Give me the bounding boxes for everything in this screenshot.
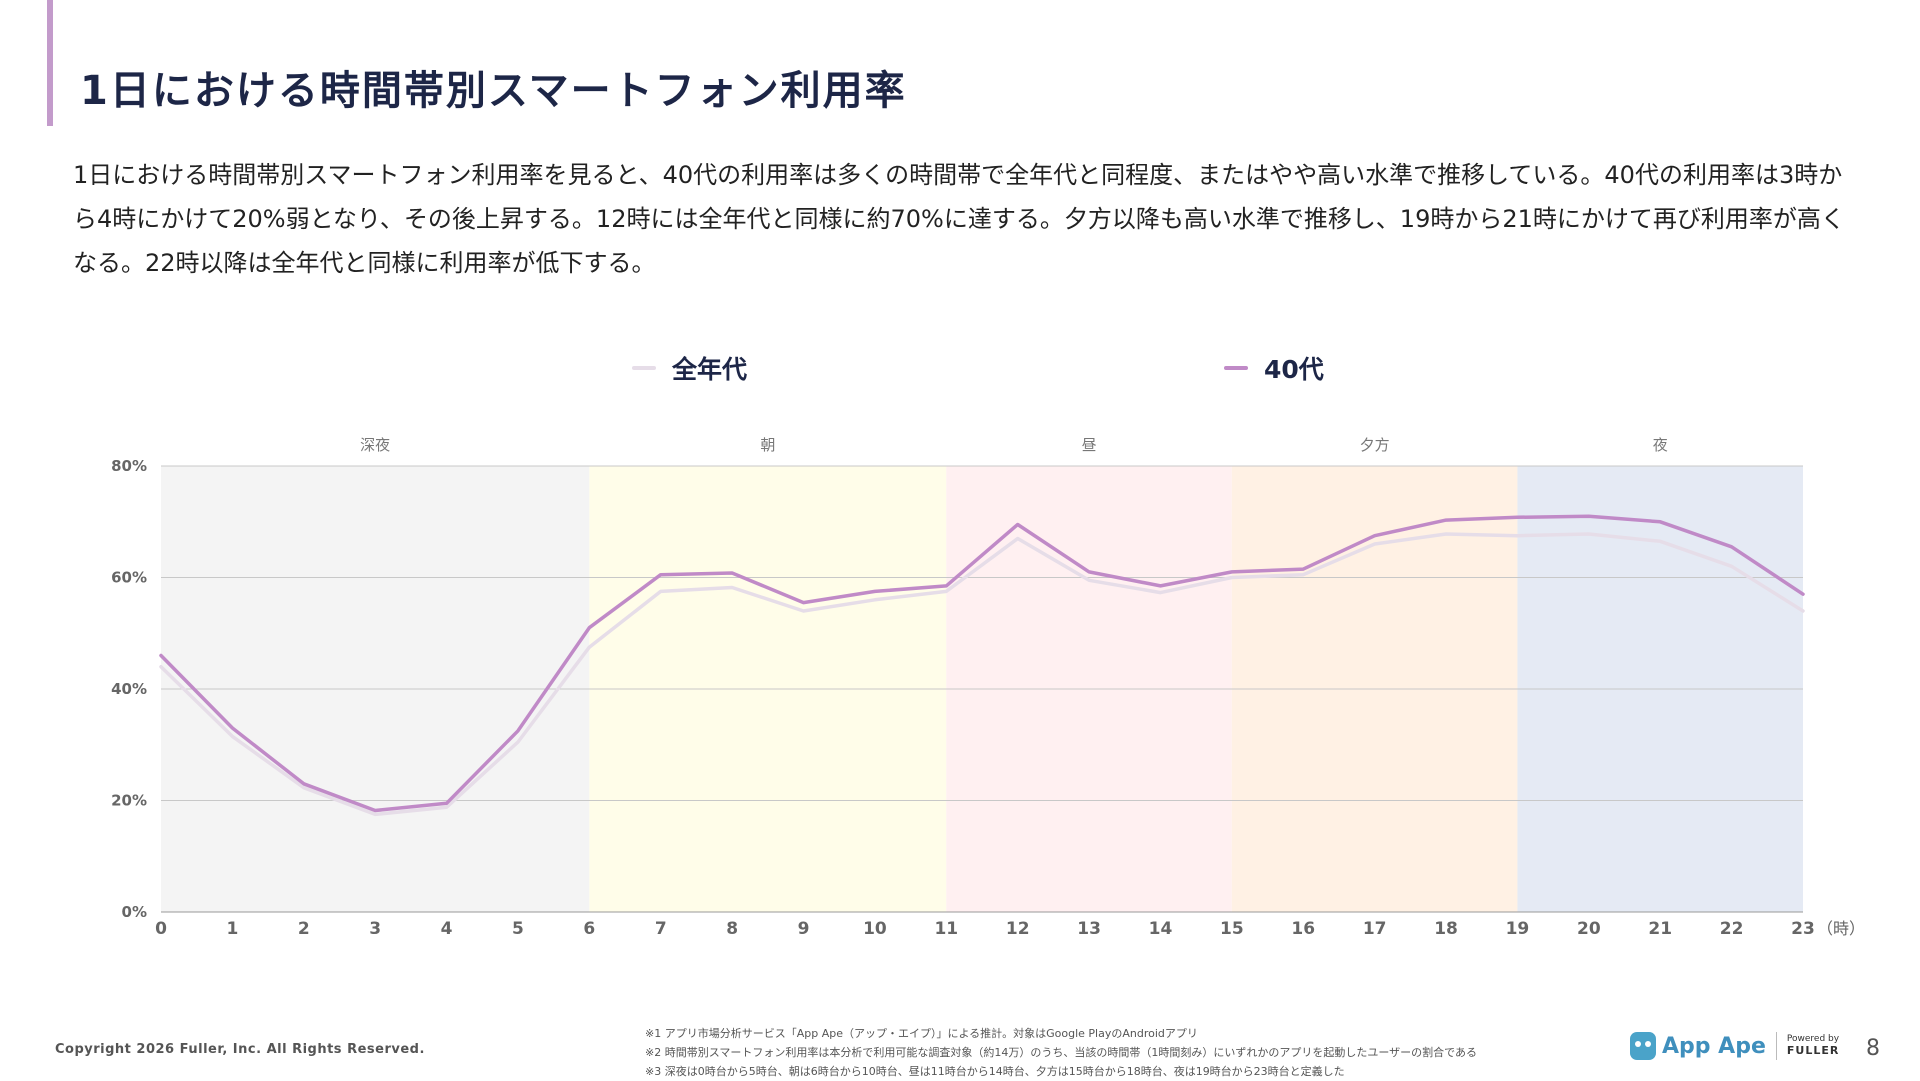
x-tick-label-5: 5 <box>512 919 524 939</box>
powered-by-label: Powered by <box>1786 1034 1840 1044</box>
x-tick-label-18: 18 <box>1434 919 1458 939</box>
x-tick-label-17: 17 <box>1363 919 1387 939</box>
time-band-label-1: 朝 <box>760 436 775 454</box>
x-tick-label-14: 14 <box>1149 919 1173 939</box>
footnote-3: ※3 深夜は0時台から5時台、朝は6時台から10時台、昼は11時台から14時台、… <box>645 1065 1345 1078</box>
summary-text: 1日における時間帯別スマートフォン利用率を見ると、40代の利用率は多くの時間帯で… <box>73 161 1845 277</box>
x-unit-label: （時） <box>1817 919 1865 938</box>
title-accent-bar <box>47 0 53 126</box>
y-tick-label-3: 60% <box>111 569 147 587</box>
x-tick-label-16: 16 <box>1291 919 1315 939</box>
x-tick-label-19: 19 <box>1506 919 1530 939</box>
time-band-label-3: 夕方 <box>1360 436 1390 454</box>
footnote-2: ※2 時間帯別スマートフォン利用率は本分析で利用可能な調査対象（約14万）のうち… <box>645 1046 1478 1059</box>
app-ape-logo: App Ape Powered by FULLER <box>1630 1032 1839 1060</box>
time-band-label-2: 昼 <box>1082 436 1097 454</box>
x-tick-label-4: 4 <box>441 919 453 939</box>
copyright: Copyright 2026 Fuller, Inc. All Rights R… <box>55 1042 425 1057</box>
ape-face-icon <box>1630 1032 1656 1060</box>
x-tick-label-10: 10 <box>863 919 887 939</box>
fuller-logo: Powered by FULLER <box>1787 1034 1839 1058</box>
x-tick-label-23: 23 <box>1791 919 1815 939</box>
legend-item-40s: 40代 <box>1224 350 1324 386</box>
x-tick-label-15: 15 <box>1220 919 1244 939</box>
legend-swatch-40s <box>1224 366 1248 370</box>
x-tick-label-2: 2 <box>298 919 310 939</box>
series-line-0 <box>159 532 1805 817</box>
x-tick-label-12: 12 <box>1006 919 1030 939</box>
fuller-label: FULLER <box>1786 1044 1840 1057</box>
y-tick-label-0: 0% <box>122 903 147 921</box>
x-tick-label-11: 11 <box>934 919 958 939</box>
page-title: 1日における時間帯別スマートフォン利用率 <box>80 68 907 114</box>
logo-separator <box>1775 1032 1777 1060</box>
legend-swatch-all-ages <box>632 366 656 370</box>
chart-legend: 全年代 40代 <box>0 350 1920 390</box>
legend-label-40s: 40代 <box>1264 355 1324 384</box>
y-tick-label-1: 20% <box>111 792 147 810</box>
x-tick-label-6: 6 <box>583 919 595 939</box>
y-tick-label-4: 80% <box>111 457 147 475</box>
x-tick-label-13: 13 <box>1077 919 1101 939</box>
x-tick-label-1: 1 <box>226 919 238 939</box>
footnotes: ※1 アプリ市場分析サービス「App Ape（アップ・エイプ）」による推計。対象… <box>645 1024 1477 1081</box>
y-tick-label-2: 40% <box>111 680 147 698</box>
time-band-label-0: 深夜 <box>360 436 390 454</box>
x-tick-label-22: 22 <box>1720 919 1744 939</box>
x-tick-label-20: 20 <box>1577 919 1601 939</box>
logo-text: App Ape <box>1662 1033 1766 1059</box>
series-line-1 <box>159 514 1805 813</box>
x-tick-label-21: 21 <box>1648 919 1672 939</box>
footnote-1: ※1 アプリ市場分析サービス「App Ape（アップ・エイプ）」による推計。対象… <box>645 1027 1198 1040</box>
x-tick-label-3: 3 <box>369 919 381 939</box>
legend-item-all-ages: 全年代 <box>632 350 747 386</box>
x-tick-label-9: 9 <box>798 919 810 939</box>
line-chart: 深夜朝昼夕方 夜0%20%40%60%80%0 1 2 3 4 5 6 7 8 9 10 11 12 13 1… <box>111 436 1865 939</box>
x-tick-label-0: 0 <box>155 919 167 939</box>
legend-label-all-ages: 全年代 <box>672 355 748 384</box>
x-tick-label-7: 7 <box>655 919 667 939</box>
time-band-label-4: 夜 <box>1653 436 1668 454</box>
page-number: 8 <box>1866 1036 1880 1061</box>
x-tick-label-8: 8 <box>726 919 738 939</box>
